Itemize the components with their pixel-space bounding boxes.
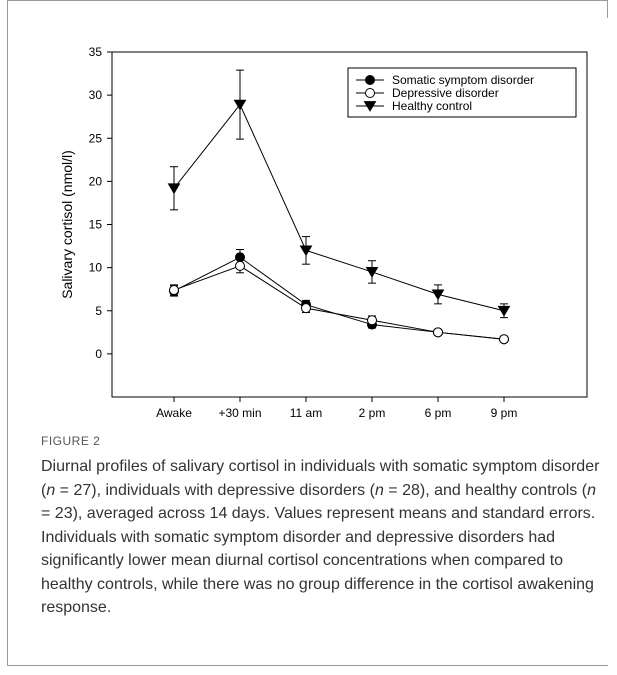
x-tick-label: 2 pm xyxy=(359,406,386,420)
series-1 xyxy=(169,258,509,345)
data-point xyxy=(299,245,313,257)
data-point xyxy=(431,289,445,301)
legend-marker xyxy=(365,88,375,98)
x-tick-label: +30 min xyxy=(218,406,261,420)
legend-marker xyxy=(363,101,377,112)
legend-label: Healthy control xyxy=(392,99,472,113)
y-tick-label: 20 xyxy=(89,174,103,188)
legend-box xyxy=(347,67,577,118)
data-point xyxy=(235,260,245,271)
data-point xyxy=(169,285,179,296)
caption-italic-n: n xyxy=(46,481,56,499)
figure-frame-right xyxy=(607,0,608,18)
data-point xyxy=(499,334,509,345)
series-2 xyxy=(167,69,511,319)
data-point xyxy=(167,183,181,195)
legend-marker xyxy=(365,75,375,85)
caption-italic-n: n xyxy=(587,481,596,499)
y-axis-label: Salivary cortisol (nmol/l) xyxy=(59,150,75,299)
caption-italic-n: n xyxy=(374,481,384,499)
legend-label: Somatic symptom disorder xyxy=(392,73,534,87)
data-point xyxy=(365,267,379,278)
y-tick-label: 0 xyxy=(95,347,102,361)
y-tick-label: 15 xyxy=(89,218,103,232)
data-point xyxy=(433,327,443,338)
data-point xyxy=(367,315,377,326)
data-point xyxy=(233,99,247,111)
x-tick-label: Awake xyxy=(156,406,192,420)
figure-frame xyxy=(7,0,608,666)
figure-frame-top xyxy=(7,0,608,1)
caption-part: Diurnal profiles of salivary cortisol in… xyxy=(41,458,600,499)
y-tick-label: 35 xyxy=(89,45,103,59)
x-tick-labels: Awake +30 min 11 am 2 pm 6 pm 9 pm xyxy=(156,406,517,420)
series-layer xyxy=(167,69,511,345)
y-tick-label: 30 xyxy=(89,88,103,102)
caption-part: = 27), individuals with depressive disor… xyxy=(55,481,375,499)
series-line xyxy=(173,265,505,340)
y-tick-labels: 0 5 10 15 20 25 30 35 xyxy=(89,45,103,361)
y-tick-label: 5 xyxy=(95,304,102,318)
cortisol-line-chart: 0 5 10 15 20 25 30 35 Awake +30 min 11 am 2 pm 6 pm… xyxy=(59,45,588,420)
x-tick-label: 11 am xyxy=(290,406,322,420)
y-tick-label: 25 xyxy=(89,131,103,145)
series-line xyxy=(173,103,505,312)
y-tick-label: 10 xyxy=(89,261,103,275)
data-point xyxy=(301,303,311,314)
caption-part: = 28), and healthy controls ( xyxy=(383,481,588,499)
x-tick-label: 9 pm xyxy=(491,406,518,420)
caption-part: = 23), averaged across 14 days. Values r… xyxy=(41,505,596,616)
figure-caption: Diurnal profiles of salivary cortisol in… xyxy=(41,455,601,620)
series-0 xyxy=(169,249,509,345)
x-tick-label: 6 pm xyxy=(425,406,452,420)
figure-label: FIGURE 2 xyxy=(41,434,101,448)
data-point xyxy=(497,305,511,317)
chart-axes xyxy=(107,51,588,402)
legend-label: Depressive disorder xyxy=(392,86,499,100)
